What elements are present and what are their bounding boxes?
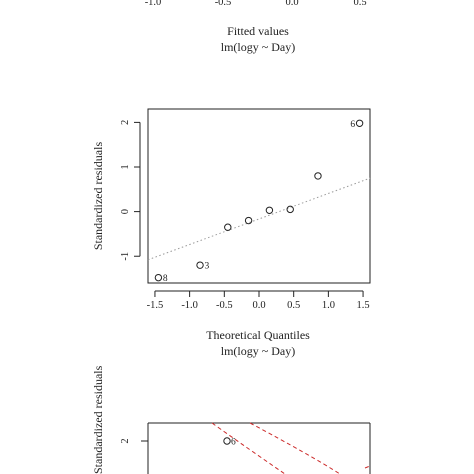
data-points: 8 3 6 xyxy=(154,119,364,284)
x-tick-label: 0.5 xyxy=(287,300,300,311)
y-tick-label: 2 xyxy=(120,438,131,443)
point-label: 8 xyxy=(163,274,168,284)
x-tick-label: 0.5 xyxy=(353,0,366,8)
data-point xyxy=(286,205,294,214)
panel-residuals-vs-fitted: -1.0 -0.5 0.0 0.5 Fitted values lm(logy … xyxy=(145,0,367,54)
x-tick-label: -1.0 xyxy=(181,300,198,311)
x-tick-label: 0.0 xyxy=(252,300,265,311)
panel-normal-qq: -1.5 -1.0 -0.5 0.0 0.5 1.0 1.5 -1 0 1 2 8 3 6 Theor… xyxy=(91,108,371,358)
x-tick-label: -0.5 xyxy=(215,0,232,8)
data-point xyxy=(224,223,232,231)
cooks-distance-line xyxy=(364,465,371,469)
data-point xyxy=(223,437,231,445)
point-label: 6 xyxy=(231,438,236,448)
x-axis-label: Fitted values xyxy=(227,24,289,38)
plot-subtitle: lm(logy ~ Day) xyxy=(221,344,295,358)
x-tick-label: 1.5 xyxy=(357,300,370,311)
y-tick-label: 1 xyxy=(120,164,131,169)
x-axis: -1.5 -1.0 -0.5 0.0 0.5 1.0 1.5 xyxy=(147,290,370,311)
panel-residuals-vs-leverage: 2 Standardized residuals 6 xyxy=(91,365,371,474)
x-tick-label: 1.0 xyxy=(322,300,335,311)
point-label: 3 xyxy=(205,262,210,272)
y-tick-label: -1 xyxy=(120,252,131,261)
x-tick-label: -0.5 xyxy=(216,300,233,311)
data-point xyxy=(314,172,322,180)
data-point xyxy=(196,261,204,269)
y-axis-label: Standardized residuals xyxy=(91,365,105,474)
y-tick-label: 2 xyxy=(120,120,131,125)
x-axis-label: Theoretical Quantiles xyxy=(206,328,310,342)
x-tick-label: -1.5 xyxy=(147,300,164,311)
y-tick-label: 0 xyxy=(120,209,131,214)
y-axis: -1 0 1 2 xyxy=(120,120,141,261)
point-label: 6 xyxy=(350,120,355,130)
cooks-distance-line xyxy=(249,422,341,474)
plot-subtitle: lm(logy ~ Day) xyxy=(221,40,295,54)
plot-frame xyxy=(147,108,371,284)
data-point xyxy=(244,216,253,225)
x-tick-label: 0.0 xyxy=(285,0,298,8)
cooks-distance-line xyxy=(211,422,286,474)
data-point xyxy=(154,273,163,282)
data-point xyxy=(355,119,364,127)
data-point xyxy=(265,206,274,214)
y-axis-label: Standardized residuals xyxy=(91,142,105,251)
reference-line xyxy=(147,177,371,261)
x-tick-label: -1.0 xyxy=(145,0,162,8)
